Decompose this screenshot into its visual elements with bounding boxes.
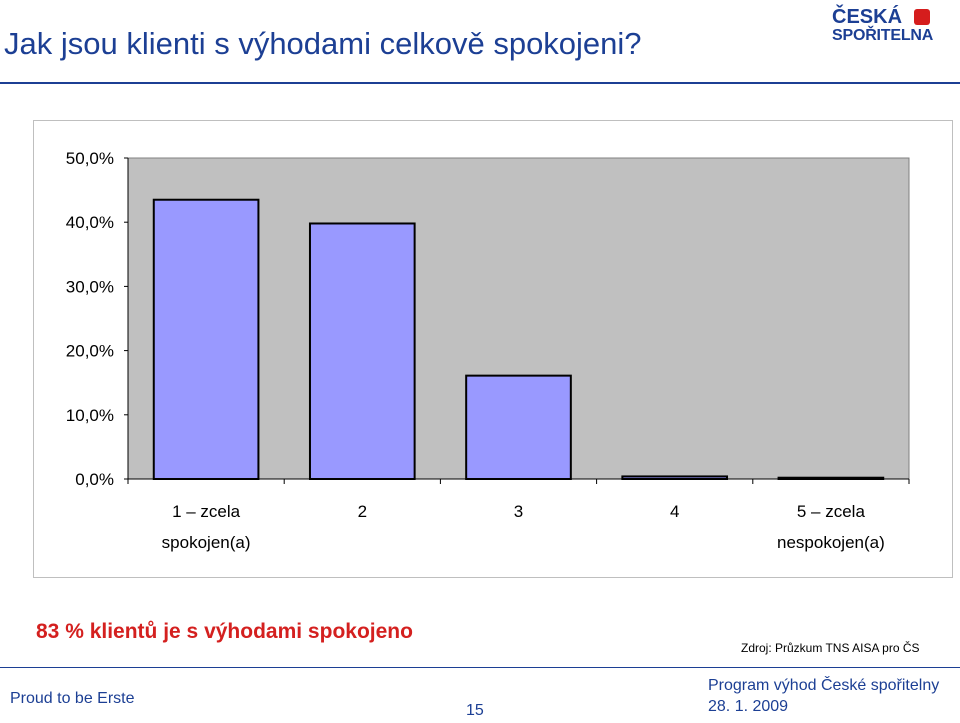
bar: [465, 374, 572, 480]
logo-text-line2: SPOŘITELNA: [832, 27, 934, 44]
y-tick-label: 20,0%: [66, 342, 114, 361]
page-number: 15: [466, 702, 484, 719]
bar: [777, 476, 885, 481]
y-tick-label: 10,0%: [66, 406, 114, 425]
y-tick-label: 50,0%: [66, 149, 114, 168]
source-text: Zdroj: Průzkum TNS AISA pro ČS: [741, 641, 920, 655]
footer-divider: [0, 667, 960, 668]
x-tick-label: 4: [670, 502, 679, 521]
footer-date: 28. 1. 2009: [708, 698, 789, 715]
footer-program-name: Program výhod České spořitelny: [708, 677, 940, 694]
x-tick-label: spokojen(a): [162, 533, 251, 552]
logo-text-line1: ČESKÁ: [832, 6, 903, 28]
x-tick-label: 5 – zcela: [797, 502, 866, 521]
chart-frame: 0,0% 10,0% 20,0% 30,0% 40,0% 50,0% 1 – zcela sp…: [33, 120, 953, 578]
logo-emblem-icon: [914, 9, 930, 25]
title-divider: [0, 82, 960, 84]
x-tick-label: 2: [358, 502, 367, 521]
slide-title: Jak jsou klienti s výhodami celkově spok…: [4, 26, 642, 61]
bar-chart: 0,0% 10,0% 20,0% 30,0% 40,0% 50,0% 1 – zcela sp…: [66, 149, 910, 552]
y-tick-label: 0,0%: [75, 470, 114, 489]
footer-slogan: Proud to be Erste: [10, 690, 135, 707]
x-tick-label: 1 – zcela: [172, 502, 241, 521]
y-tick-label: 40,0%: [66, 213, 114, 232]
x-tick-label: nespokojen(a): [777, 533, 885, 552]
bar: [308, 222, 416, 481]
bar: [621, 475, 729, 481]
bar: [152, 198, 260, 480]
ceska-sporitelna-logo: ČESKÁ SPOŘITELNA: [832, 6, 934, 44]
y-tick-label: 30,0%: [66, 277, 114, 296]
x-tick-label: 3: [514, 502, 523, 521]
summary-text: 83 % klientů je s výhodami spokojeno: [36, 620, 413, 643]
